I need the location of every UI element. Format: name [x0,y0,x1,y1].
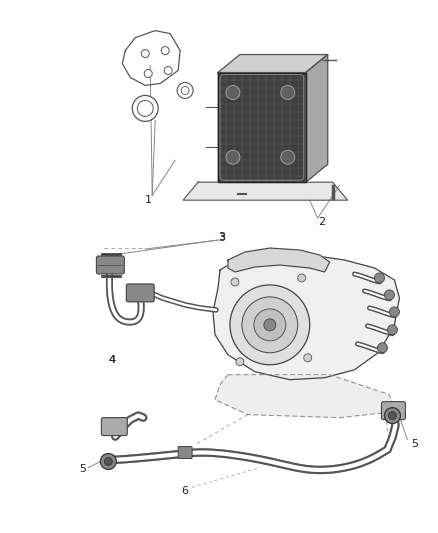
Circle shape [230,285,310,365]
Circle shape [298,274,306,282]
Circle shape [177,83,193,99]
Circle shape [132,95,158,122]
FancyBboxPatch shape [101,417,127,435]
Polygon shape [213,252,399,379]
FancyBboxPatch shape [126,284,154,302]
Text: 4: 4 [109,355,116,365]
Text: 4: 4 [109,355,116,365]
FancyBboxPatch shape [178,447,192,458]
Text: 3: 3 [219,233,226,243]
FancyBboxPatch shape [96,256,124,274]
Circle shape [104,457,112,465]
Circle shape [254,309,286,341]
Circle shape [385,290,395,300]
Polygon shape [218,72,306,182]
Circle shape [181,86,189,94]
Circle shape [161,46,169,54]
Circle shape [389,307,399,317]
Polygon shape [228,248,330,272]
Circle shape [226,85,240,100]
Text: 3: 3 [219,232,226,242]
Circle shape [281,85,295,100]
Polygon shape [306,54,328,182]
Circle shape [226,150,240,164]
Circle shape [388,325,397,335]
Circle shape [374,273,385,283]
Polygon shape [183,182,348,200]
Text: 2: 2 [318,217,325,227]
Polygon shape [218,54,328,72]
Text: 5: 5 [411,439,418,449]
Circle shape [385,408,400,424]
Circle shape [100,454,117,470]
Circle shape [281,150,295,164]
Circle shape [236,358,244,366]
Circle shape [141,50,149,58]
Text: 5: 5 [79,464,86,474]
Circle shape [242,297,298,353]
Circle shape [144,69,152,77]
Circle shape [164,67,172,75]
Circle shape [304,354,312,362]
Circle shape [231,278,239,286]
Circle shape [378,343,388,353]
Circle shape [389,411,396,419]
Text: 1: 1 [145,195,152,205]
Circle shape [137,100,153,116]
Polygon shape [215,375,395,417]
Text: 6: 6 [182,487,189,496]
FancyBboxPatch shape [381,402,406,419]
Circle shape [264,319,276,331]
